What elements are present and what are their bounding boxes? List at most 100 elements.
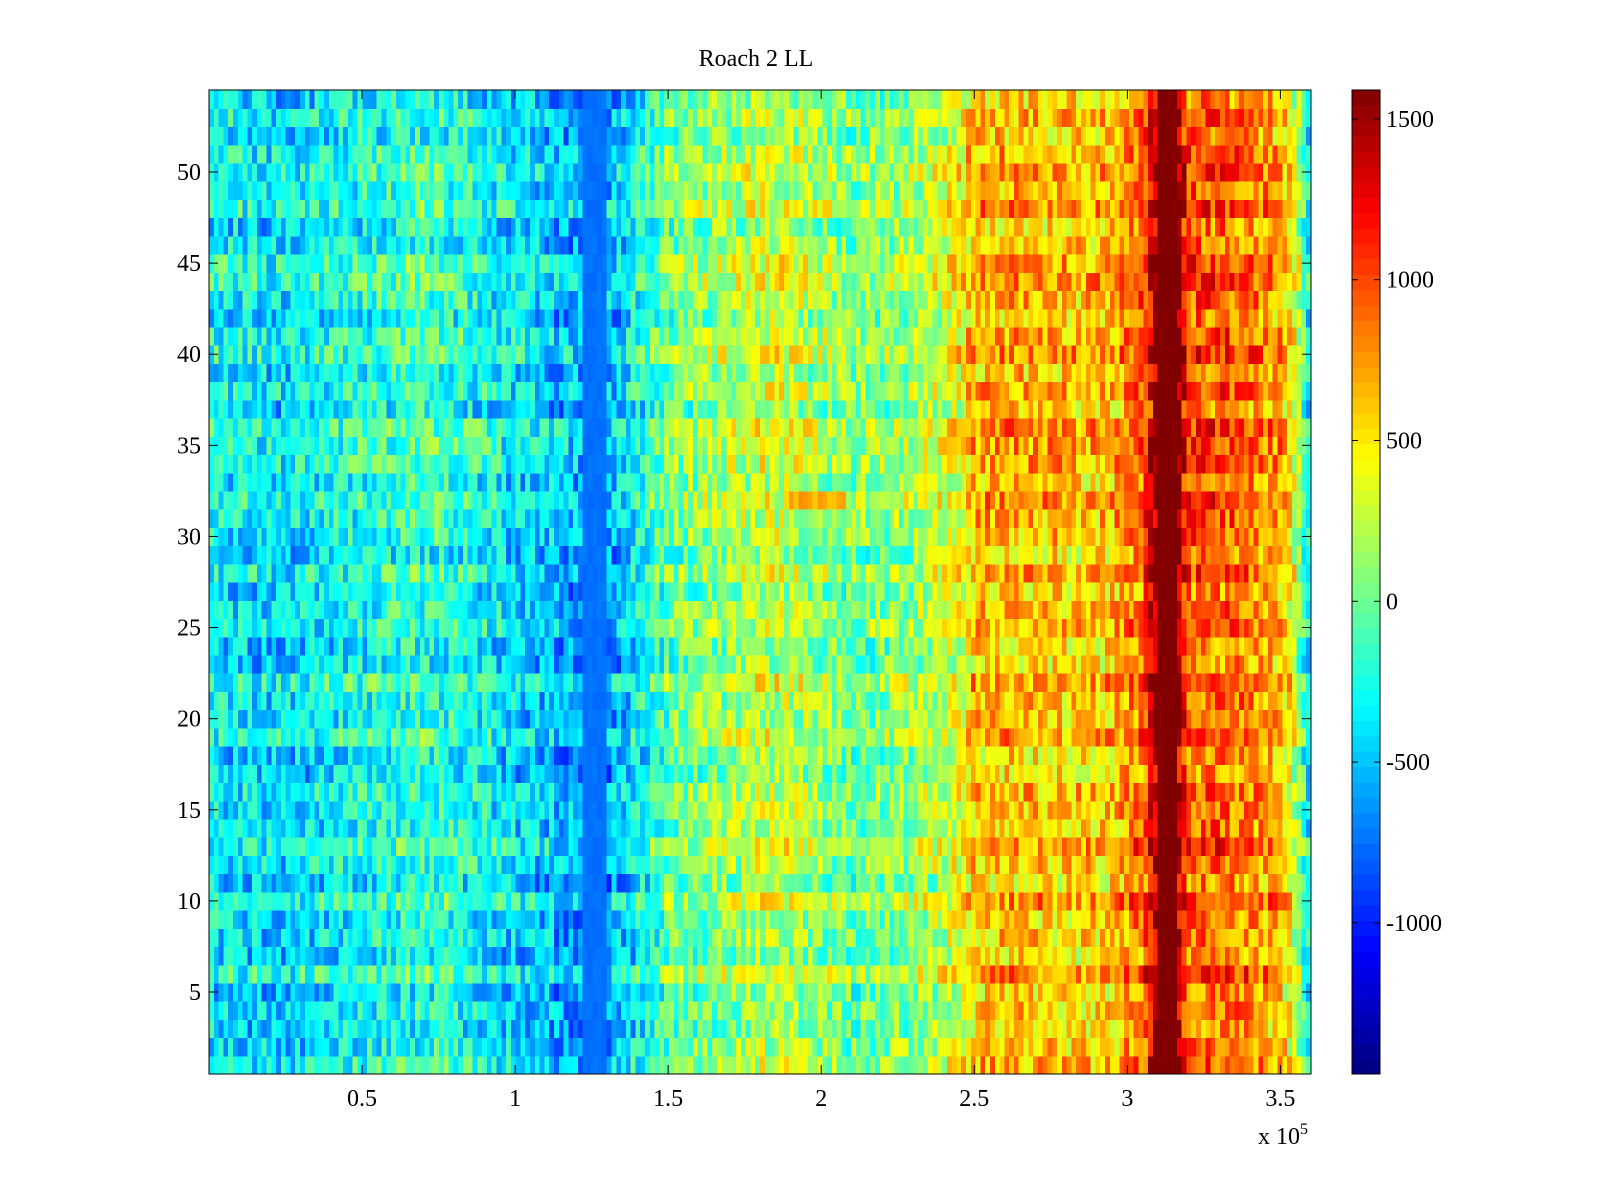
heatmap-cell [625, 709, 632, 729]
heatmap-cell [563, 1001, 569, 1020]
heatmap-cell [1176, 1019, 1183, 1039]
heatmap-cell [755, 727, 761, 747]
heatmap-cell [1219, 837, 1226, 856]
heatmap-cell [1287, 946, 1293, 966]
heatmap-cell [1061, 946, 1068, 966]
heatmap-cell [649, 691, 656, 711]
heatmap-cell [937, 928, 943, 948]
heatmap-cell [903, 1019, 910, 1039]
heatmap-cell [232, 818, 239, 838]
heatmap-cell [491, 709, 498, 729]
heatmap-cell [300, 982, 306, 1002]
heatmap-cell [1186, 800, 1192, 820]
heatmap-cell [894, 910, 900, 929]
heatmap-cell [391, 928, 397, 948]
heatmap-cell [918, 1055, 924, 1075]
heatmap-cell [750, 764, 756, 784]
heatmap-cell [688, 818, 694, 838]
heatmap-cell [1181, 891, 1188, 911]
heatmap-cell [453, 928, 459, 948]
heatmap-cell [731, 673, 737, 692]
heatmap-cell [285, 782, 292, 802]
heatmap-cell [1013, 1001, 1020, 1020]
heatmap-cell [970, 1037, 977, 1057]
heatmap-cell [970, 910, 977, 929]
heatmap-cell [462, 709, 469, 729]
heatmap-cell [764, 873, 771, 893]
heatmap-cell [702, 1055, 708, 1075]
heatmap-cell [1157, 764, 1164, 784]
heatmap-cell [271, 928, 277, 948]
heatmap-cell [640, 691, 646, 711]
heatmap-cell [1061, 1055, 1068, 1075]
heatmap-cell [1200, 837, 1207, 856]
heatmap-cell [1028, 855, 1034, 875]
heatmap-cell [539, 1001, 545, 1020]
heatmap-cell [745, 673, 752, 692]
heatmap-cell [438, 1037, 445, 1057]
heatmap-cell [386, 782, 392, 802]
heatmap-cell [788, 946, 795, 966]
heatmap-cell [692, 837, 699, 856]
heatmap-cell [1128, 1001, 1135, 1020]
heatmap-cell [827, 782, 833, 802]
heatmap-cell [956, 746, 962, 765]
heatmap-cell [1200, 818, 1207, 838]
heatmap-cell [1234, 1055, 1240, 1075]
heatmap-cell [989, 891, 996, 911]
heatmap-cell [1172, 910, 1178, 929]
heatmap-cell [764, 855, 771, 875]
heatmap-cell [544, 1055, 550, 1075]
heatmap-cell [937, 673, 943, 692]
heatmap-cell [381, 673, 387, 692]
heatmap-cell [553, 673, 560, 692]
heatmap-cell [1248, 782, 1255, 802]
heatmap-cell [1181, 837, 1188, 856]
heatmap-cell [645, 818, 651, 838]
heatmap-cell [980, 691, 986, 711]
heatmap-cell [472, 946, 478, 966]
heatmap-cell [228, 1055, 234, 1075]
heatmap-cell [970, 818, 977, 838]
heatmap-cell [664, 855, 670, 875]
heatmap-cell [1263, 1019, 1269, 1039]
heatmap-cell [1224, 818, 1231, 838]
heatmap-cell [544, 800, 550, 820]
heatmap-cell [1287, 910, 1293, 929]
heatmap-cell [1243, 910, 1250, 929]
heatmap-cell [1234, 709, 1240, 729]
heatmap-cell [616, 910, 622, 929]
heatmap-cell [1186, 1037, 1192, 1057]
heatmap-cell [477, 855, 483, 875]
heatmap-cell [1124, 837, 1130, 856]
heatmap-cell [592, 1055, 598, 1075]
heatmap-cell [980, 1019, 986, 1039]
heatmap-cell [865, 800, 871, 820]
heatmap-cell [956, 946, 962, 966]
heatmap-cell [592, 855, 598, 875]
heatmap-cell [1167, 1037, 1173, 1057]
heatmap-cell [621, 873, 627, 893]
heatmap-cell [1143, 964, 1149, 984]
heatmap-cell [783, 673, 790, 692]
heatmap-cell [750, 1019, 756, 1039]
heatmap-cell [793, 691, 799, 711]
heatmap-cell [860, 764, 867, 784]
heatmap-cell [807, 928, 814, 948]
heatmap-cell [558, 709, 565, 729]
heatmap-cell [1215, 946, 1221, 966]
heatmap-cell [1104, 800, 1111, 820]
heatmap-cell [707, 964, 713, 984]
heatmap-cell [266, 1019, 272, 1039]
heatmap-cell [659, 982, 665, 1002]
heatmap-cell [1172, 1019, 1178, 1039]
heatmap-cell [851, 928, 857, 948]
heatmap-cell [1196, 1019, 1202, 1039]
heatmap-cell [822, 746, 828, 765]
heatmap-cell [760, 928, 766, 948]
heatmap-cell [1181, 1055, 1188, 1075]
heatmap-cell [764, 1037, 771, 1057]
heatmap-cell [582, 727, 589, 747]
heatmap-cell [1009, 709, 1015, 729]
heatmap-cell [970, 673, 977, 692]
